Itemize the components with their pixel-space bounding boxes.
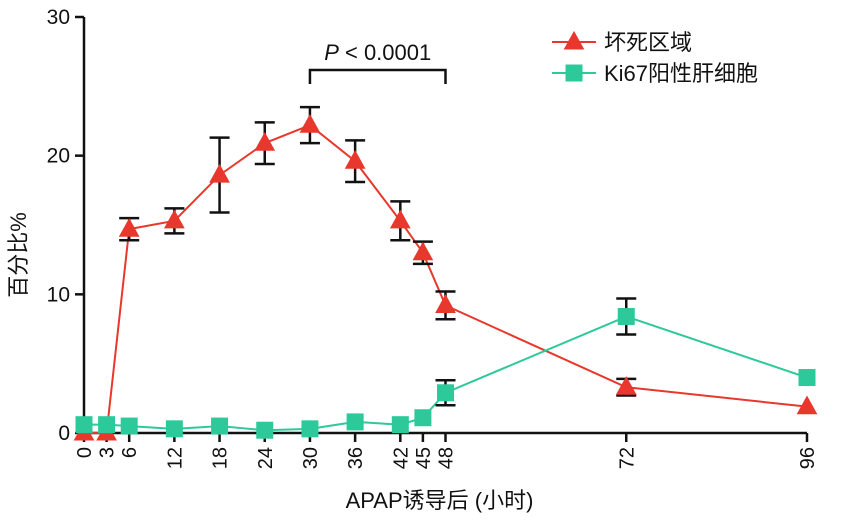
x-axis-title: APAP诱导后 (小时) [346, 488, 534, 513]
legend-marker-ki67-icon [552, 64, 596, 82]
x-tick-label-24: 24 [255, 447, 277, 469]
series-1-point-4 [211, 417, 229, 435]
y-tick-label-0: 0 [58, 422, 70, 445]
legend-label-ki67: Ki67阳性肝细胞 [604, 61, 758, 86]
annotation-bracket [308, 68, 447, 84]
series-1-point-5 [256, 421, 274, 439]
x-tick-label-3: 3 [97, 447, 119, 458]
legend-marker-necrosis-icon [552, 30, 596, 50]
series-1-point-9 [414, 409, 432, 427]
series-1 [75, 297, 816, 439]
series-0-point-8 [389, 209, 411, 229]
series-0-point-9 [412, 241, 434, 261]
series-1-point-7 [346, 413, 364, 431]
x-tick-label-0: 0 [74, 447, 96, 458]
series-1-point-12 [798, 369, 816, 387]
series-0-point-11 [615, 376, 637, 395]
series-0-point-2 [118, 218, 140, 237]
annotation-label: P < 0.0001 [324, 40, 431, 65]
series-0-point-6 [299, 114, 321, 133]
series-1-point-11 [617, 308, 635, 326]
x-tick-label-30: 30 [300, 447, 322, 469]
series-0-point-3 [164, 209, 185, 229]
x-tick-label-42: 42 [390, 447, 412, 469]
y-tick-label-30: 30 [47, 6, 70, 29]
x-tick-label-45: 45 [413, 447, 435, 469]
legend: 坏死区域 Ki67阳性肝细胞 [552, 30, 758, 86]
series-0-point-10 [435, 294, 456, 313]
annotation-threshold: < 0.0001 [339, 40, 431, 65]
x-tick-label-6: 6 [119, 447, 141, 458]
series-0-point-12 [796, 395, 818, 415]
series-1-point-8 [391, 416, 409, 434]
series-1-point-1 [98, 416, 116, 434]
series-0-point-5 [254, 132, 276, 151]
series-1-point-3 [165, 420, 183, 438]
legend-label-necrosis: 坏死区域 [604, 30, 692, 55]
x-tick-label-36: 36 [345, 447, 367, 469]
x-tick-label-96: 96 [797, 447, 819, 469]
x-tick-label-48: 48 [436, 447, 458, 469]
plot-area [73, 105, 818, 441]
x-tick-label-72: 72 [616, 447, 638, 469]
legend-symbol-1 [565, 64, 583, 82]
y-tick-label-10: 10 [47, 283, 70, 306]
series-0-point-4 [209, 163, 230, 183]
legend-symbol-0 [563, 30, 585, 50]
series-0-point-7 [344, 150, 366, 169]
annotation-p: P [324, 40, 339, 65]
y-axis-title: 百分比% [6, 212, 31, 298]
series-1-point-10 [437, 384, 454, 402]
series-1-line [84, 315, 808, 432]
y-tick-label-20: 20 [47, 145, 70, 168]
x-tick-label-12: 12 [164, 447, 186, 469]
series-0 [73, 105, 818, 441]
x-tick-label-18: 18 [210, 447, 232, 469]
series-1-point-6 [301, 420, 319, 438]
series-1-point-0 [75, 416, 93, 434]
series-1-point-2 [120, 417, 138, 435]
significance-annotation: P < 0.0001 [308, 40, 447, 84]
